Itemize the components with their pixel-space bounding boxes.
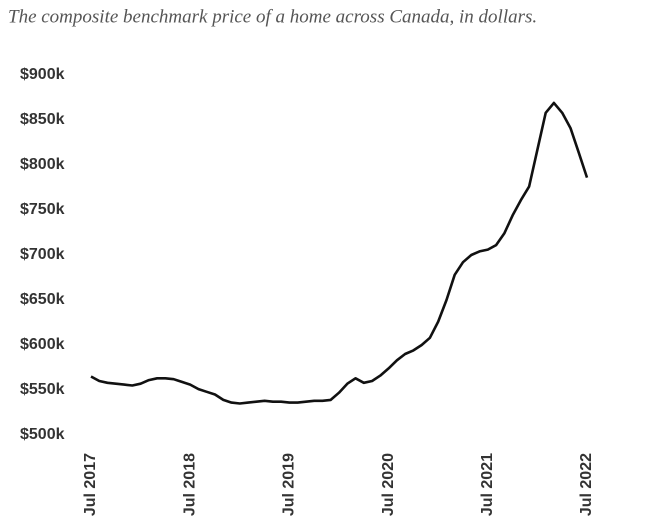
line-series bbox=[90, 101, 589, 405]
y-tick-label: $550k bbox=[20, 381, 65, 398]
x-tick-label: Jul 2020 bbox=[380, 453, 397, 516]
y-tick-label: $850k bbox=[20, 111, 65, 128]
x-tick-label: Jul 2017 bbox=[82, 453, 99, 516]
y-tick-label: $500k bbox=[20, 426, 65, 443]
y-tick-label: $900k bbox=[20, 66, 65, 83]
x-tick-label: Jul 2018 bbox=[181, 453, 198, 516]
y-tick-label: $650k bbox=[20, 291, 65, 308]
y-tick-label: $800k bbox=[20, 156, 65, 173]
x-tick-label: Jul 2019 bbox=[281, 453, 298, 516]
x-tick-label: Jul 2021 bbox=[479, 453, 496, 516]
chart-title: The composite benchmark price of a home … bbox=[8, 6, 537, 27]
y-tick-label: $750k bbox=[20, 201, 65, 218]
x-tick-label: Jul 2022 bbox=[578, 453, 595, 516]
y-tick-label: $700k bbox=[20, 246, 65, 263]
y-tick-label: $600k bbox=[20, 336, 65, 353]
